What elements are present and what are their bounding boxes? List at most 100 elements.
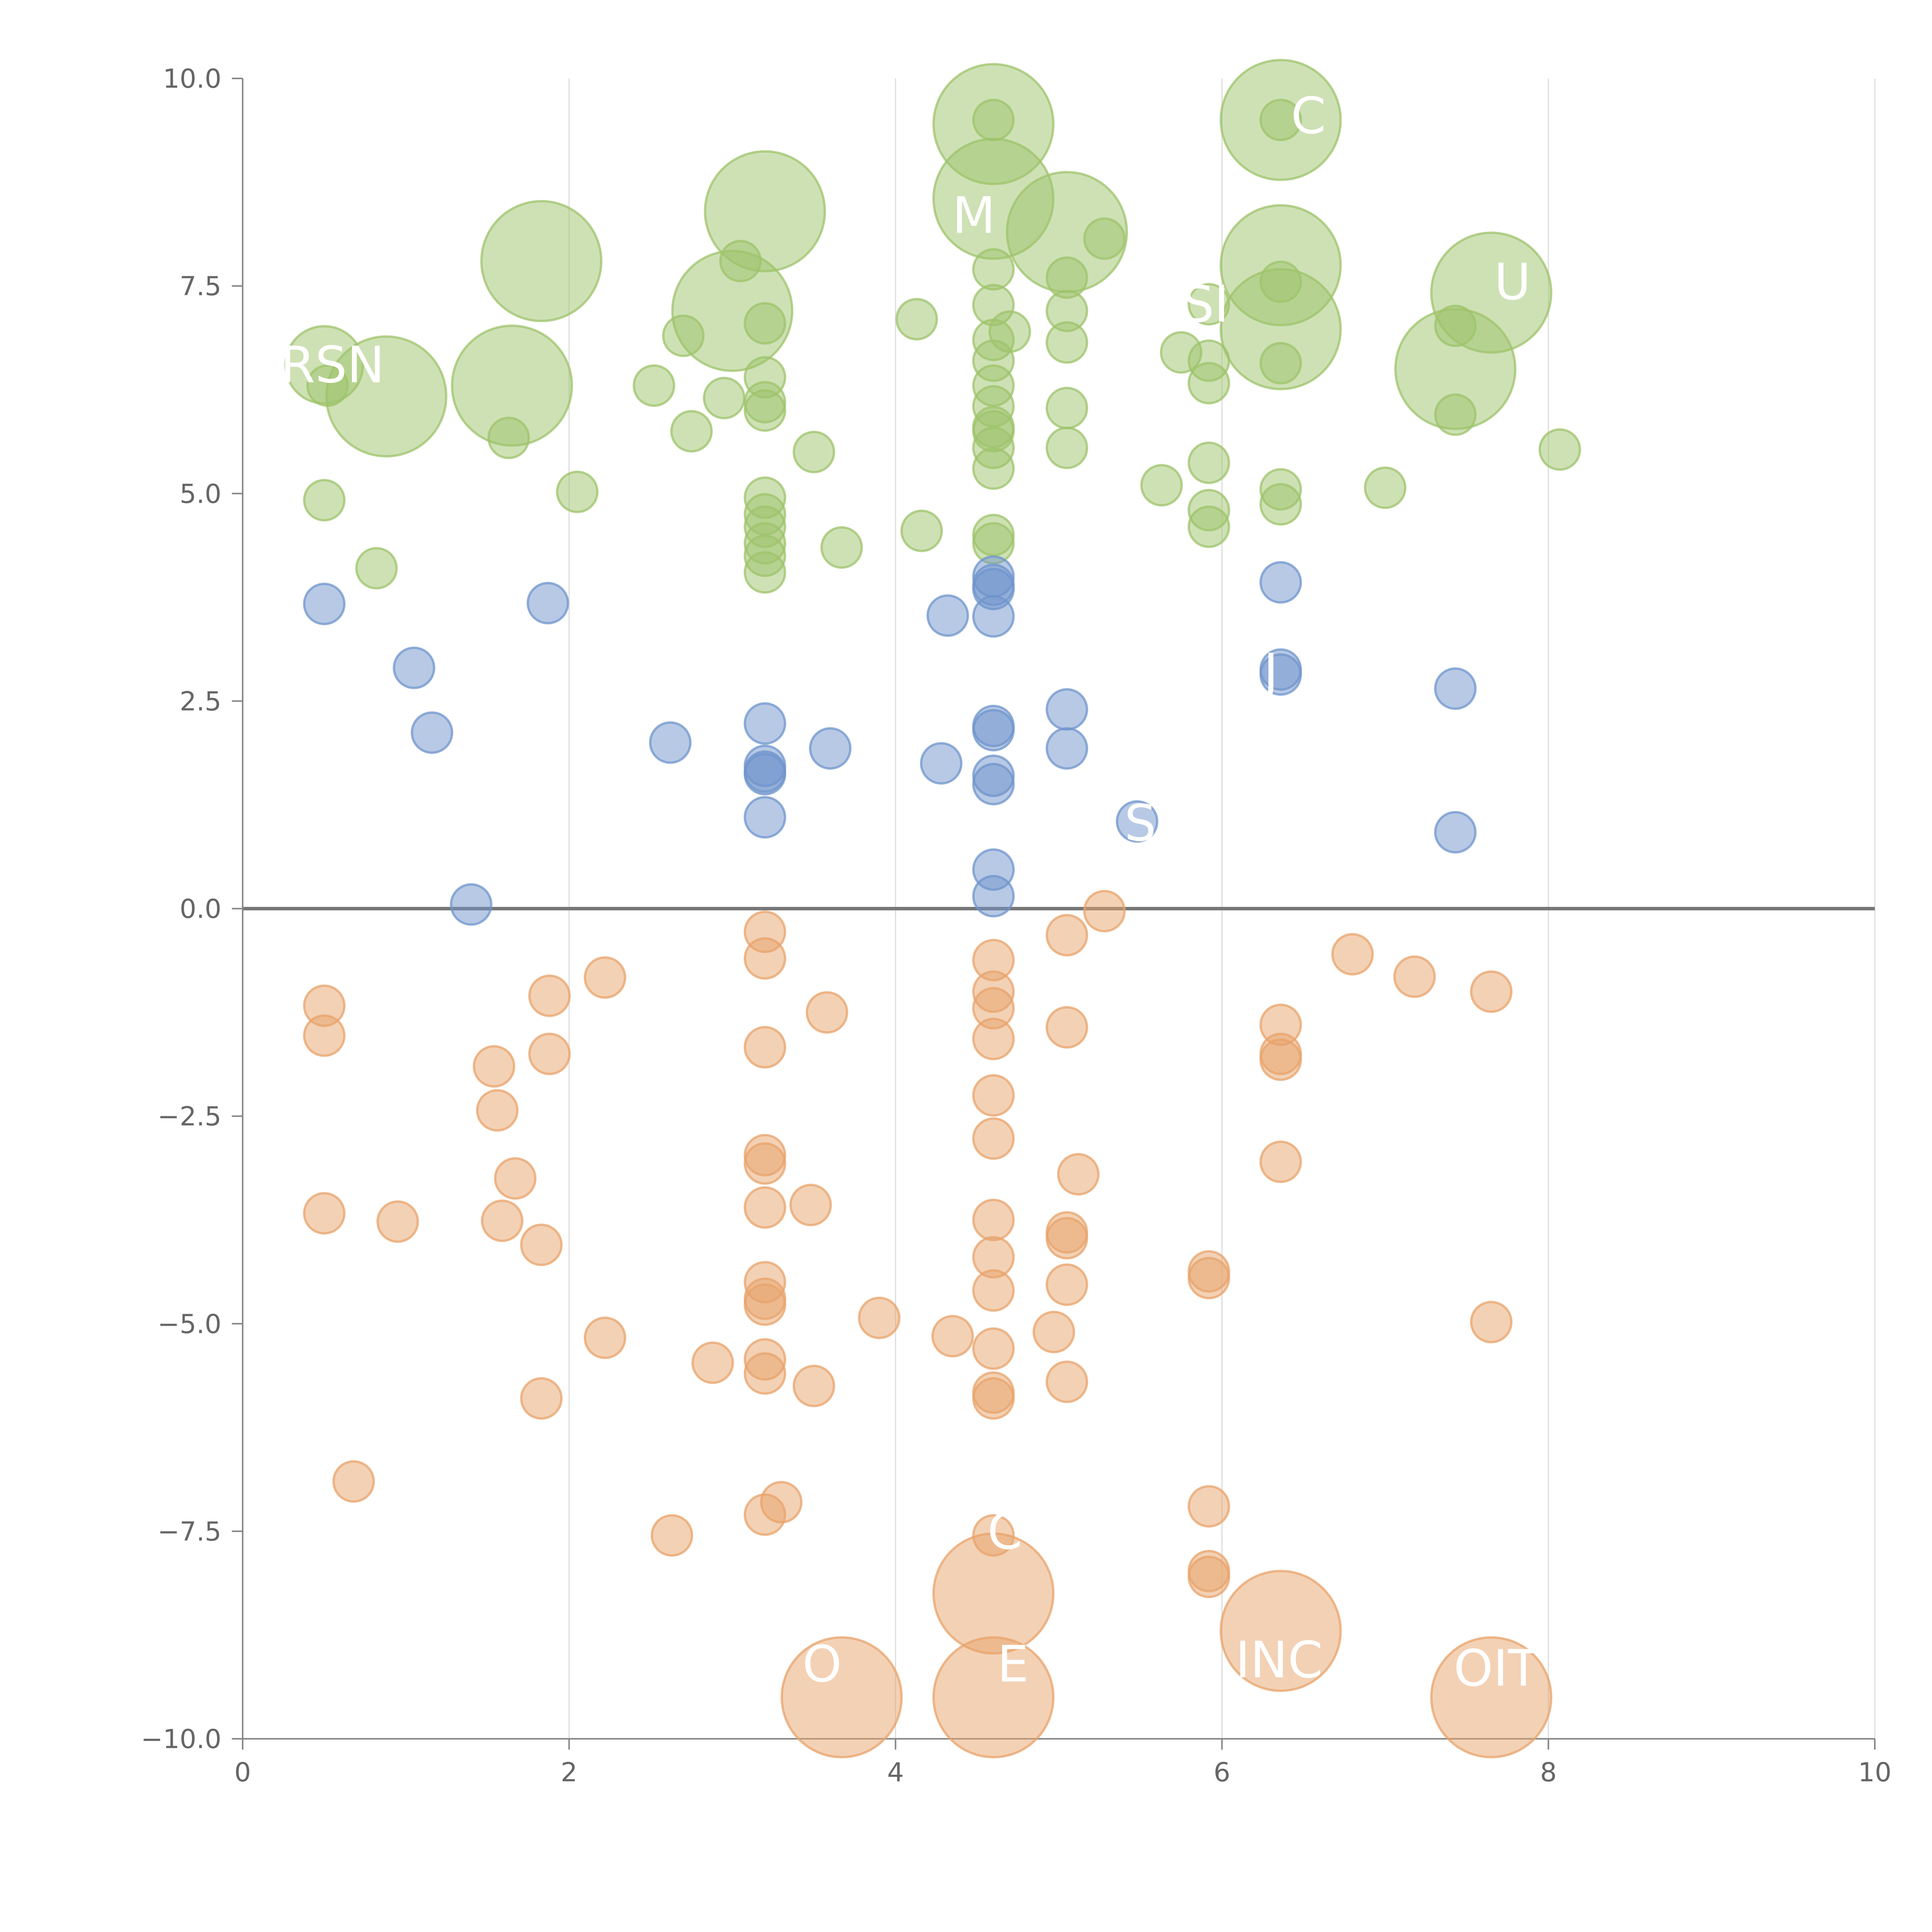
data-point-low [1331, 933, 1374, 976]
data-point-mid [1046, 727, 1088, 770]
data-point-high [1187, 362, 1230, 405]
data-point-low [583, 956, 626, 999]
x-tick-label: 6 [1214, 1757, 1230, 1788]
point-label: C [987, 1502, 1022, 1561]
data-point-low [972, 1199, 1015, 1242]
axes-layer: 0 2 4 6 8 10 −10.0 −7.5 −5.0 −2.5 0.0 2.5 5.0 7.5 10.0 [141, 64, 1892, 1788]
data-point-low [1187, 1257, 1230, 1299]
data-point-high [703, 377, 746, 420]
data-point-low [1187, 1485, 1230, 1528]
data-point-low [1057, 1153, 1100, 1196]
data-point-mid [920, 742, 963, 785]
data-point-mid [1434, 811, 1477, 854]
data-point-high [743, 389, 786, 432]
data-point-mid [393, 646, 435, 689]
data-point-low [972, 1074, 1015, 1117]
data-point-low [1470, 970, 1513, 1013]
data-point-mid [926, 594, 969, 637]
y-tick-label: 10.0 [163, 64, 221, 94]
data-point-high [900, 509, 943, 552]
data-point-high [743, 551, 786, 594]
data-point-high [1046, 386, 1088, 429]
data-point-high [1219, 268, 1342, 390]
data-point-low [494, 1157, 537, 1200]
data-point-mid [1259, 561, 1302, 604]
point-label: OIT [1454, 1639, 1539, 1697]
data-point-low [858, 1296, 901, 1339]
data-point-mid [972, 875, 1015, 918]
data-point-high [1187, 441, 1230, 484]
data-point-mid [743, 702, 786, 745]
data-point-high [895, 298, 938, 341]
data-point-mid [1116, 800, 1158, 843]
data-point-low [789, 1184, 832, 1226]
data-point-mid [410, 711, 453, 754]
data-point-high [633, 364, 675, 407]
data-point-high [719, 240, 762, 282]
data-point-low [528, 975, 571, 1017]
data-point-low [1046, 914, 1088, 957]
data-point-low [743, 1283, 786, 1326]
data-point-mid [450, 883, 493, 926]
data-point-low [303, 1014, 346, 1057]
data-point-low [691, 1341, 734, 1384]
points-layer [284, 59, 1581, 1759]
y-tick-label: −10.0 [141, 1724, 221, 1755]
y-tick-label: 2.5 [180, 686, 221, 717]
data-point-high [556, 470, 599, 513]
data-point-high [1430, 231, 1553, 354]
data-point-low [1393, 955, 1436, 998]
data-point-high [487, 417, 530, 459]
data-point-low [932, 1636, 1055, 1759]
data-point-high [1187, 505, 1230, 548]
data-point-mid [743, 753, 786, 796]
data-point-high [1364, 466, 1406, 509]
point-label: SI [1182, 275, 1229, 333]
data-point-high [1259, 99, 1302, 141]
data-point-high [1259, 342, 1302, 384]
x-tick-label: 0 [234, 1757, 251, 1788]
data-point-low [473, 1045, 515, 1088]
data-point-low [972, 1269, 1015, 1312]
y-tick-label: −5.0 [158, 1309, 221, 1340]
data-point-high [325, 335, 447, 457]
data-point-mid [972, 595, 1015, 638]
data-point-low [972, 1017, 1015, 1060]
data-point-low [481, 1199, 524, 1242]
data-point-mid [809, 727, 852, 770]
data-point-low [1046, 1006, 1088, 1049]
point-label: S [1124, 794, 1156, 852]
data-point-low [1046, 1361, 1088, 1403]
point-label: RSN [280, 335, 384, 394]
y-tick-label: 7.5 [180, 271, 221, 302]
data-point-low [1046, 1263, 1088, 1306]
data-point-high [1259, 483, 1302, 526]
data-point-low [972, 1377, 1015, 1420]
data-point-mid [1434, 667, 1477, 710]
data-point-low [743, 1186, 786, 1229]
point-label: E [997, 1635, 1029, 1694]
data-point-high [1046, 427, 1088, 469]
point-label: M [952, 186, 995, 245]
point-labels-layer: RSN M C U SI S J C O E INC OIT [280, 87, 1539, 1698]
data-point-high [1140, 464, 1183, 507]
data-point-high [480, 200, 602, 322]
data-point-low [520, 1223, 563, 1266]
data-point-low [583, 1316, 626, 1359]
point-label: INC [1235, 1631, 1323, 1689]
data-point-low [1259, 1140, 1302, 1183]
data-point-low [376, 1200, 419, 1243]
data-point-mid [1046, 688, 1088, 731]
point-label: O [802, 1635, 842, 1694]
data-point-high [988, 310, 1031, 353]
data-point-high [1083, 217, 1126, 260]
data-point-low [1219, 1570, 1342, 1692]
data-point-high [1046, 321, 1088, 364]
data-point-low [806, 991, 849, 1034]
data-point-low [972, 1117, 1015, 1160]
data-point-low [1083, 889, 1126, 932]
y-tick-label: 0.0 [180, 894, 221, 925]
data-point-mid [743, 796, 786, 839]
